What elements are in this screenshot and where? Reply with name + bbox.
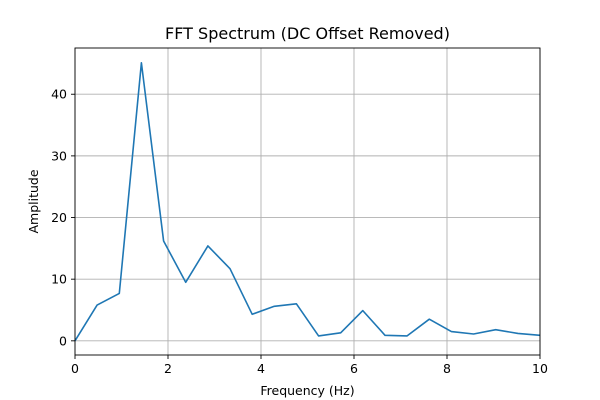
x-tick-label: 2: [164, 361, 172, 376]
x-tick-label: 6: [350, 361, 358, 376]
ticks: 0 2 4 6 8 10 0 10 20 30 40: [51, 87, 548, 376]
chart-title: FFT Spectrum (DC Offset Removed): [165, 24, 450, 43]
y-tick-label: 0: [59, 333, 67, 348]
y-tick-label: 30: [51, 148, 67, 163]
spectrum-line: [74, 61, 541, 342]
y-axis-label: Amplitude: [26, 169, 41, 233]
series-layer: [74, 61, 541, 342]
axes-frame: [74, 47, 541, 356]
y-tick-label: 10: [51, 272, 67, 287]
x-tick-label: 4: [257, 361, 265, 376]
x-tick-label: 8: [443, 361, 451, 376]
y-tick-label: 40: [51, 87, 67, 102]
x-axis-label: Frequency (Hz): [260, 383, 354, 398]
x-tick-label: 10: [532, 361, 548, 376]
x-tick-label: 0: [71, 361, 79, 376]
y-tick-label: 20: [51, 210, 67, 225]
